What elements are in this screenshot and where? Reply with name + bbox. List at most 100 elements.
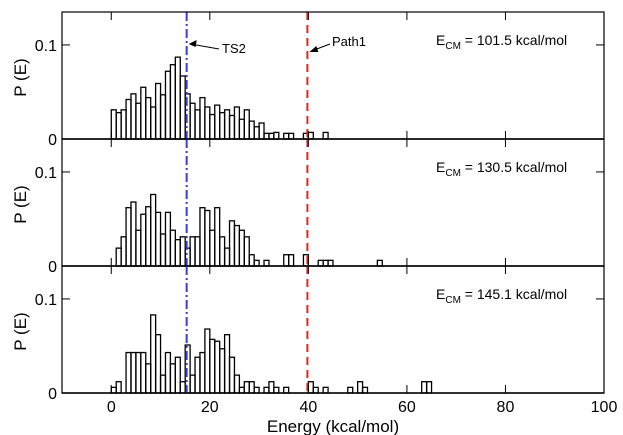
energy-label: ECM = 101.5 kcal/mol [436, 32, 567, 52]
histogram-bar [131, 202, 136, 266]
y-axis-label: P (E) [11, 312, 30, 350]
energy-label: ECM = 130.5 kcal/mol [436, 159, 567, 179]
histogram-bar [180, 382, 185, 393]
energy-label-main: E [436, 159, 445, 175]
histogram-bar [116, 113, 121, 139]
histogram-bar [239, 230, 244, 266]
histogram-bar [116, 382, 121, 393]
histogram-bar [244, 110, 249, 139]
energy-label-main: E [436, 286, 445, 302]
histogram-bar [116, 248, 121, 266]
histogram-bar [249, 121, 254, 139]
histogram-bar [313, 387, 318, 393]
histogram-bar [210, 339, 215, 393]
histogram-bar [284, 387, 289, 393]
histogram-bar [161, 95, 166, 139]
histogram-bar [323, 387, 328, 393]
x-tick-label: 60 [398, 399, 416, 416]
histogram-bar [190, 375, 195, 393]
y-axis-label: P (E) [11, 58, 30, 96]
histogram-bar [156, 83, 161, 139]
histogram-bar [215, 341, 220, 393]
histogram-bar [239, 387, 244, 393]
y-tick-label: 0.1 [35, 38, 57, 55]
histogram-bar [161, 375, 166, 393]
histogram-bar [269, 382, 274, 393]
histogram-bar [254, 387, 259, 393]
histogram-bar [422, 382, 427, 393]
x-axis-label: Energy (kcal/mol) [267, 417, 399, 435]
histogram-bar [210, 230, 215, 266]
path1-arrowhead [309, 46, 318, 52]
histogram-bar [146, 207, 151, 266]
histogram-bar [151, 107, 156, 139]
histogram-bar [259, 123, 264, 139]
histogram-bar [180, 76, 185, 139]
histogram-bar [269, 133, 274, 139]
histogram-bar [170, 230, 175, 266]
histogram-bar [111, 387, 116, 393]
ts2-arrowhead [189, 40, 197, 47]
histogram-bar [289, 255, 294, 266]
histogram-bar [274, 387, 279, 393]
histogram-bar [234, 107, 239, 139]
histogram-bar [249, 255, 254, 266]
histogram-bar [126, 99, 131, 139]
histogram-bar [200, 353, 205, 393]
x-tick-label: 40 [299, 399, 317, 416]
y-tick-label: 0 [48, 386, 57, 403]
histogram-bar [141, 87, 146, 139]
histogram-bar [348, 387, 353, 393]
histogram-bar [254, 260, 259, 266]
histogram-bar [249, 382, 254, 393]
histogram-bar [131, 353, 136, 393]
energy-label-main: E [436, 32, 445, 48]
histogram-bar [230, 115, 235, 139]
histogram-bar [165, 71, 170, 139]
energy-label-subscript: CM [445, 41, 461, 52]
histogram-bar [234, 375, 239, 393]
histogram-bar [141, 353, 146, 393]
histogram-bar [308, 382, 313, 393]
histogram-bar [264, 260, 269, 266]
histogram-bar [239, 119, 244, 139]
histogram-bar [180, 237, 185, 266]
histogram-bar [318, 260, 323, 266]
histogram-bar [146, 364, 151, 393]
histogram-bar [190, 237, 195, 266]
histogram-bar [161, 234, 166, 266]
histogram-bar [289, 133, 294, 139]
histogram-bar [121, 110, 126, 139]
histogram-bar [136, 103, 141, 139]
histogram-bar [234, 226, 239, 266]
histogram-bar [205, 329, 210, 393]
histogram-bar [195, 357, 200, 393]
histogram-bar [264, 133, 269, 139]
energy-label-value: = 101.5 kcal/mol [461, 32, 567, 48]
histogram-bar [170, 364, 175, 393]
histogram-bar [377, 260, 382, 266]
histogram-bar [328, 260, 333, 266]
histogram-bar [165, 212, 170, 266]
histogram-bar [358, 382, 363, 393]
x-tick-label: 0 [107, 399, 116, 416]
histogram-bar [363, 387, 368, 393]
histogram-bar [195, 110, 200, 139]
energy-label-value: = 130.5 kcal/mol [461, 159, 567, 175]
histogram-bar [308, 132, 313, 139]
energy-label: ECM = 145.1 kcal/mol [436, 286, 567, 306]
y-axis-label: P (E) [11, 185, 30, 223]
histogram-bar [156, 335, 161, 393]
energy-label-subscript: CM [445, 295, 461, 306]
y-tick-label: 0 [48, 132, 57, 149]
histogram-bar [264, 387, 269, 393]
histogram-bar [170, 65, 175, 139]
histogram-bar [220, 237, 225, 266]
histogram-bar [230, 357, 235, 393]
histogram-bar [190, 103, 195, 139]
histogram-bar [215, 208, 220, 266]
histogram-bar [136, 353, 141, 393]
histogram-bar [121, 237, 126, 266]
histogram-bar [427, 382, 432, 393]
histogram-bar [200, 208, 205, 266]
